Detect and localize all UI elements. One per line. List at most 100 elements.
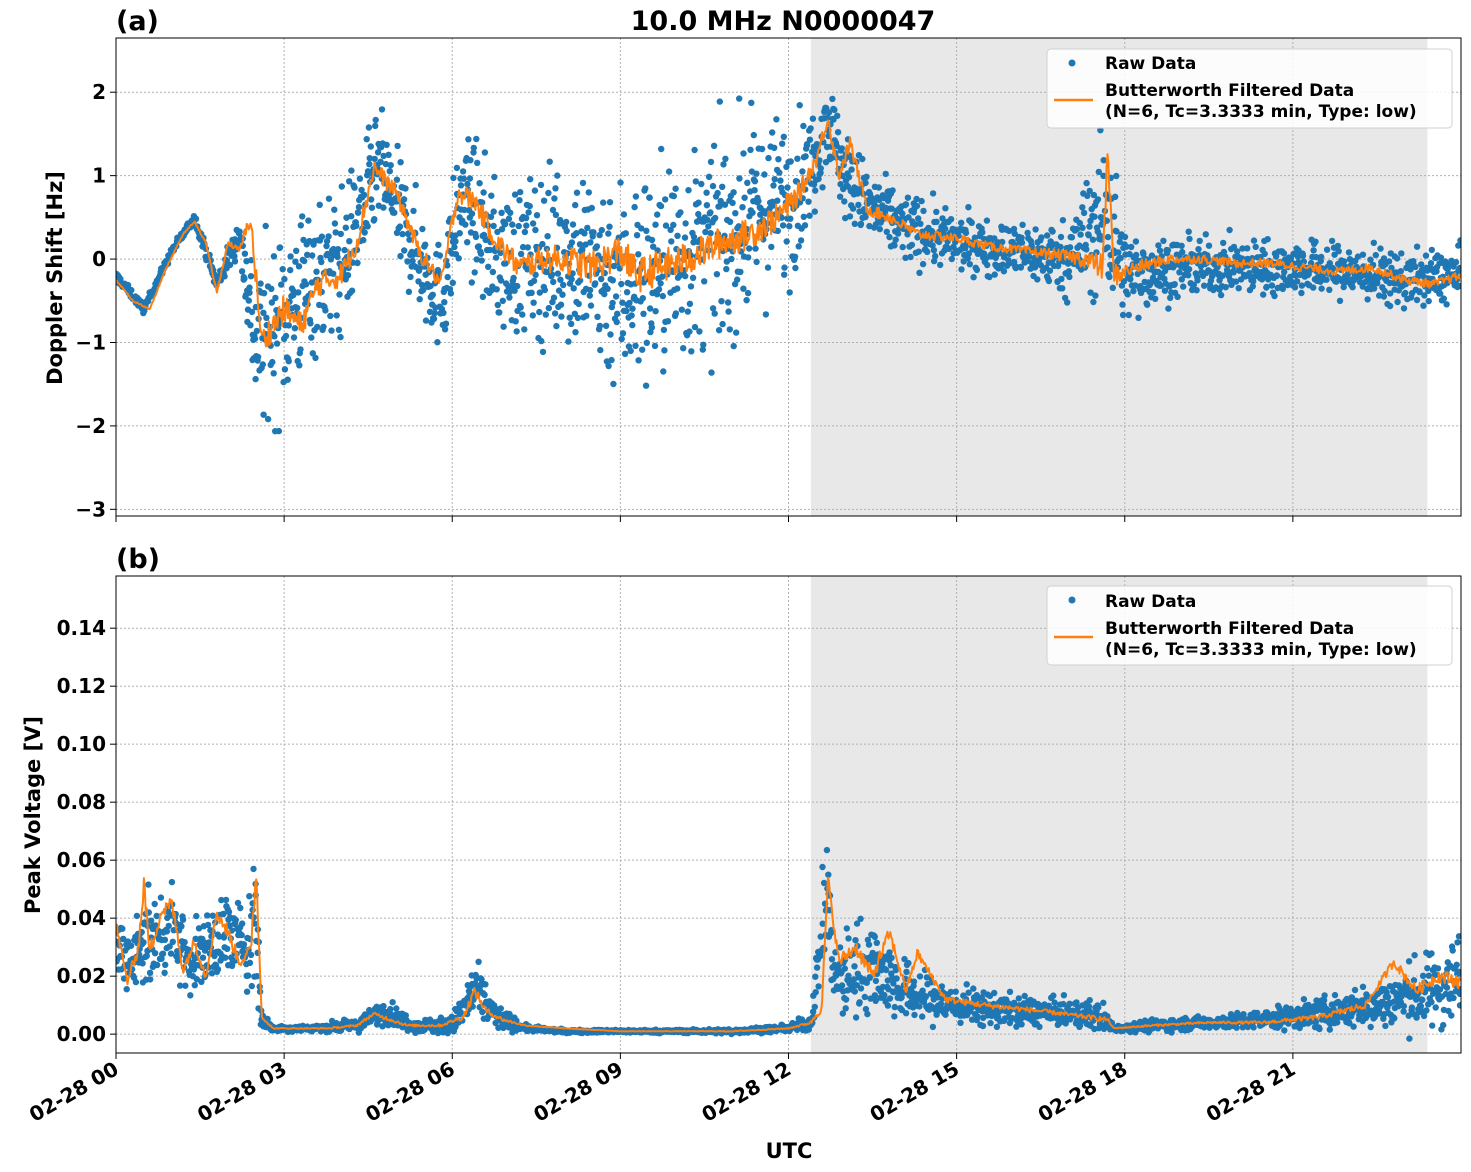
raw-data-point xyxy=(836,193,844,200)
raw-data-point xyxy=(809,115,817,122)
raw-data-point xyxy=(863,173,870,180)
raw-data-point xyxy=(686,300,694,307)
raw-data-point xyxy=(755,197,762,205)
raw-data-point xyxy=(296,362,303,369)
raw-data-point xyxy=(554,270,562,277)
raw-data-point xyxy=(1455,282,1461,290)
raw-data-point xyxy=(1249,283,1257,290)
raw-data-point xyxy=(325,195,333,202)
raw-data-point xyxy=(1260,291,1267,298)
raw-data-point xyxy=(516,197,523,204)
raw-data-point xyxy=(330,270,337,277)
raw-data-point xyxy=(1083,179,1090,187)
raw-data-point xyxy=(270,370,277,377)
raw-data-point xyxy=(891,1003,898,1011)
raw-data-point xyxy=(1397,268,1405,275)
raw-data-point xyxy=(386,168,393,175)
raw-data-point xyxy=(862,213,869,221)
raw-data-point xyxy=(568,239,576,246)
raw-data-point xyxy=(883,228,890,235)
panel-b: (b) 0.000.020.040.060.080.100.120.14 02-… xyxy=(21,544,1462,1127)
raw-data-point xyxy=(236,228,243,235)
raw-data-point xyxy=(523,222,530,229)
raw-data-point xyxy=(787,158,794,165)
raw-data-point xyxy=(453,164,461,172)
raw-data-point xyxy=(332,229,339,236)
raw-data-point xyxy=(665,168,673,175)
raw-data-point xyxy=(660,326,668,334)
raw-data-point xyxy=(293,247,300,254)
raw-data-point xyxy=(1044,232,1051,239)
raw-data-point xyxy=(691,146,698,154)
raw-data-point xyxy=(1050,992,1057,999)
raw-data-point xyxy=(416,265,423,272)
raw-data-point xyxy=(929,190,937,197)
raw-data-point xyxy=(806,212,813,219)
raw-data-point xyxy=(299,213,306,220)
raw-data-point xyxy=(222,896,230,904)
raw-data-point xyxy=(1077,231,1084,238)
raw-data-point xyxy=(970,274,977,281)
raw-data-point xyxy=(1112,193,1119,200)
raw-data-point xyxy=(1281,268,1288,276)
raw-data-point xyxy=(686,328,693,335)
raw-data-point xyxy=(304,251,311,258)
raw-data-point xyxy=(544,233,551,240)
raw-data-point xyxy=(721,201,729,208)
raw-data-point xyxy=(506,294,513,301)
raw-data-point xyxy=(119,925,126,932)
raw-data-point xyxy=(497,277,505,284)
raw-data-point xyxy=(657,202,665,210)
raw-data-point xyxy=(530,277,538,285)
raw-data-point xyxy=(272,294,279,302)
raw-data-point xyxy=(366,155,373,162)
raw-data-point xyxy=(325,233,332,240)
legend-filtered-label: Butterworth Filtered Data xyxy=(1105,81,1354,101)
raw-data-point xyxy=(497,1005,504,1012)
raw-data-point xyxy=(700,341,707,348)
raw-data-point xyxy=(682,220,689,227)
raw-data-point xyxy=(519,311,526,318)
raw-data-point xyxy=(487,213,495,220)
raw-data-point xyxy=(1234,248,1241,255)
raw-data-point xyxy=(546,158,553,165)
raw-data-point xyxy=(736,95,743,102)
raw-data-point xyxy=(322,307,329,314)
raw-data-point xyxy=(729,199,736,207)
raw-data-point xyxy=(817,165,824,172)
raw-data-point xyxy=(1443,301,1450,308)
raw-data-point xyxy=(263,314,270,321)
raw-data-point xyxy=(952,988,959,995)
raw-data-point xyxy=(569,270,576,277)
raw-data-point xyxy=(764,264,772,271)
raw-data-point xyxy=(825,109,833,116)
raw-data-point xyxy=(246,959,254,966)
raw-data-point xyxy=(541,286,548,294)
raw-data-point xyxy=(246,893,253,900)
raw-data-point xyxy=(461,206,468,214)
raw-data-point xyxy=(1220,248,1228,256)
raw-data-point xyxy=(579,246,586,253)
raw-data-point xyxy=(1017,264,1025,271)
raw-data-point xyxy=(716,98,723,105)
raw-data-point xyxy=(469,220,476,227)
raw-data-point xyxy=(406,236,413,243)
raw-data-point xyxy=(657,280,664,287)
raw-data-point xyxy=(695,210,702,218)
raw-data-point xyxy=(363,136,370,143)
raw-data-point xyxy=(521,326,528,333)
raw-data-point xyxy=(565,338,572,345)
raw-data-point xyxy=(791,253,799,260)
raw-data-point xyxy=(805,198,812,205)
raw-data-point xyxy=(1092,292,1099,299)
raw-data-point xyxy=(1185,272,1192,279)
raw-data-point xyxy=(568,276,575,283)
raw-data-point xyxy=(776,169,783,176)
raw-data-point xyxy=(264,415,272,423)
raw-data-point xyxy=(1323,246,1331,253)
raw-data-point xyxy=(971,234,979,241)
raw-data-point xyxy=(245,297,252,304)
raw-data-point xyxy=(1086,997,1093,1004)
raw-data-point xyxy=(667,226,674,233)
